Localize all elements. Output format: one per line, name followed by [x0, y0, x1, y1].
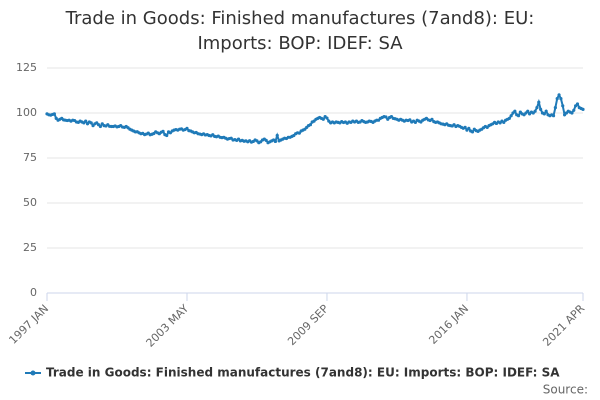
- point: [308, 123, 312, 127]
- y-tick-label: 75: [23, 151, 37, 164]
- point: [161, 129, 165, 133]
- point: [507, 116, 511, 120]
- point: [408, 118, 412, 122]
- x-tick-label: 2003 MAY: [144, 302, 192, 350]
- x-tick-label: 2009 SEP: [285, 302, 331, 348]
- point: [321, 117, 325, 121]
- point: [470, 130, 475, 134]
- point: [570, 111, 574, 115]
- point: [84, 119, 88, 123]
- point: [52, 112, 56, 116]
- point: [509, 114, 513, 118]
- chart-title: Trade in Goods: Finished manufactures (7…: [65, 8, 535, 54]
- point: [467, 126, 471, 130]
- x-tick-label: 2016 JAN: [426, 302, 471, 347]
- point: [533, 109, 537, 113]
- point: [575, 102, 580, 106]
- point: [502, 120, 506, 124]
- point: [581, 107, 585, 111]
- point: [572, 108, 576, 112]
- source: Source:: [543, 383, 588, 397]
- point: [384, 115, 388, 119]
- point: [463, 125, 467, 129]
- point: [544, 109, 548, 113]
- x-tick-label: 2021 APR: [540, 302, 587, 349]
- y-tick-label: 0: [30, 286, 37, 299]
- point: [430, 117, 434, 121]
- point: [526, 109, 530, 113]
- point: [264, 138, 268, 142]
- point: [551, 114, 556, 118]
- y-tick-label: 100: [16, 106, 37, 119]
- point: [559, 97, 563, 101]
- point: [561, 104, 565, 108]
- point: [553, 106, 557, 110]
- point: [165, 133, 169, 138]
- point: [557, 93, 561, 97]
- point: [555, 97, 559, 101]
- point: [98, 124, 103, 129]
- point: [297, 131, 301, 135]
- legend-label: Trade in Goods: Finished manufactures (7…: [46, 366, 560, 380]
- point: [89, 121, 93, 125]
- point: [185, 126, 189, 130]
- y-tick-label: 50: [23, 196, 37, 209]
- point: [539, 107, 543, 111]
- point: [413, 120, 417, 124]
- legend-marker: [30, 370, 36, 376]
- point: [325, 116, 329, 120]
- y-tick-label: 25: [23, 241, 37, 254]
- x-tick-label: 1997 JAN: [6, 302, 51, 347]
- point: [275, 133, 279, 138]
- point: [273, 139, 277, 144]
- point: [516, 114, 521, 118]
- y-tick-label: 125: [16, 61, 37, 74]
- point: [535, 106, 539, 110]
- point: [542, 112, 546, 116]
- point: [513, 109, 517, 113]
- point: [537, 100, 541, 104]
